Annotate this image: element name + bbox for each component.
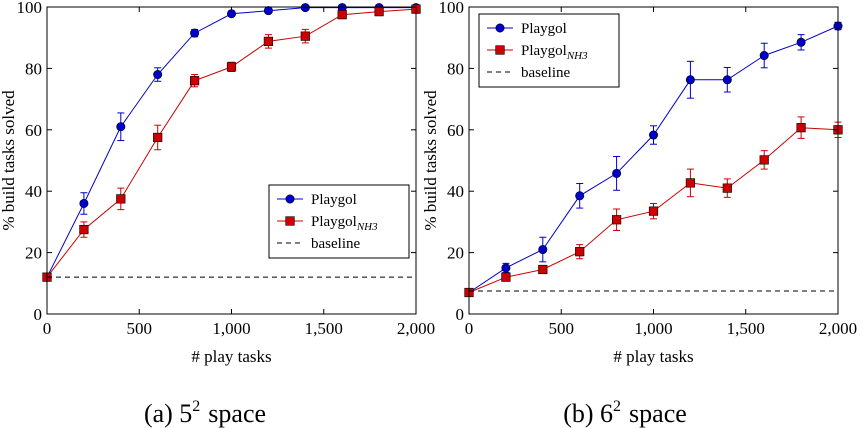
data-point: [796, 37, 806, 47]
data-point: [611, 215, 622, 225]
legend-label-main: Playgol: [521, 43, 567, 59]
data-point: [538, 245, 548, 255]
legend-entry-2: PlaygolNH3: [487, 43, 588, 62]
x-tick-label: 0: [43, 319, 52, 338]
data-point: [226, 62, 237, 72]
x-tick-label: 2,000: [819, 319, 857, 338]
data-point: [300, 31, 310, 41]
caption-superscript: 2: [613, 398, 621, 415]
data-point: [190, 76, 200, 86]
legend-label: PlaygolNH3: [311, 214, 378, 233]
legend-label-main: Playgol: [311, 214, 357, 230]
y-tick-label: 80: [25, 59, 42, 78]
legend-marker: [285, 194, 295, 204]
legend-label: baseline: [521, 65, 570, 81]
y-tick-label: 40: [25, 182, 42, 201]
chart-panel-b: 0 500 1,000 1,500 2,000 0 20 40 60 80 100 # play ta…: [421, 0, 857, 428]
y-tick-label: 60: [25, 121, 42, 140]
legend-marker: [285, 216, 295, 226]
data-point: [685, 75, 695, 85]
data-point: [722, 183, 732, 193]
legend-entry-2: PlaygolNH3: [277, 214, 378, 233]
data-point: [685, 178, 695, 188]
data-point: [759, 155, 769, 165]
data-point: [796, 123, 806, 133]
x-tick-label: 1,000: [212, 319, 250, 338]
chart-panel-a: 0 500 1,000 1,500 2,000 0 20 40 60 80 100 # play ta…: [0, 0, 435, 428]
legend-entry-3: baseline: [487, 65, 570, 81]
x-axis-label: # play tasks: [191, 347, 271, 366]
data-point: [300, 3, 310, 13]
legend-label: baseline: [311, 236, 360, 252]
caption-prefix: (b) 6: [563, 399, 613, 428]
data-point: [575, 191, 585, 201]
legend-label-main: baseline: [521, 65, 570, 81]
y-tick-label: 60: [447, 121, 464, 140]
y-tick-label: 20: [447, 244, 464, 263]
data-point: [116, 122, 126, 132]
legend-label-main: baseline: [311, 236, 360, 252]
plot-frame: [46, 6, 417, 315]
series-1: [464, 21, 843, 298]
data-point: [116, 194, 126, 204]
data-point: [538, 264, 548, 275]
y-axis-label: % build tasks solved: [0, 90, 18, 231]
data-point: [722, 75, 732, 85]
data-point: [759, 51, 769, 61]
legend-marker: [495, 45, 505, 55]
y-tick-label: 40: [447, 182, 464, 201]
x-tick-label: 500: [549, 319, 575, 338]
legend-entry-3: baseline: [277, 236, 360, 252]
legend-label-subscript: NH3: [566, 50, 588, 62]
data-point: [501, 263, 511, 273]
data-point: [190, 28, 200, 38]
legend-label: Playgol: [311, 192, 357, 208]
caption-suffix: space: [208, 399, 266, 428]
legend-label: PlaygolNH3: [521, 43, 588, 62]
caption-suffix: space: [629, 399, 687, 428]
data-point: [263, 6, 273, 16]
x-tick-label: 500: [127, 319, 153, 338]
x-tick-label: 1,500: [305, 319, 343, 338]
legend-entry-1: Playgol: [487, 21, 567, 37]
legend-entry-1: Playgol: [277, 192, 357, 208]
y-tick-label: 100: [17, 0, 43, 17]
data-point: [337, 10, 347, 20]
data-point: [648, 206, 659, 216]
caption-prefix: (a) 5: [144, 399, 192, 428]
caption-superscript: 2: [192, 398, 200, 415]
y-tick-label: 20: [25, 244, 42, 263]
data-point: [263, 36, 274, 46]
legend-label-subscript: NH3: [356, 221, 378, 233]
y-tick-label: 0: [456, 305, 465, 324]
x-tick-label: 1,000: [634, 319, 672, 338]
series-1: [42, 3, 421, 282]
data-point: [153, 132, 163, 143]
data-point: [79, 224, 89, 235]
panel-caption: (b) 62 space: [563, 398, 687, 428]
x-tick-label: 0: [465, 319, 474, 338]
data-point: [648, 130, 658, 140]
data-point: [79, 198, 89, 208]
data-point: [501, 272, 511, 282]
panel-caption: (a) 52 space: [144, 398, 266, 428]
x-tick-label: 1,500: [727, 319, 765, 338]
y-tick-label: 80: [447, 59, 464, 78]
y-axis-label: % build tasks solved: [421, 90, 440, 231]
legend-marker: [495, 23, 505, 33]
y-tick-label: 0: [34, 305, 43, 324]
legend-label-main: Playgol: [311, 192, 357, 208]
x-tick-label: 2,000: [397, 319, 435, 338]
legend-label: Playgol: [521, 21, 567, 37]
y-tick-label: 100: [439, 0, 465, 17]
data-point: [612, 168, 622, 178]
data-point: [153, 70, 163, 80]
x-axis-label: # play tasks: [613, 347, 693, 366]
data-point: [374, 7, 384, 17]
legend-label-main: Playgol: [521, 21, 567, 37]
data-point: [575, 247, 585, 257]
